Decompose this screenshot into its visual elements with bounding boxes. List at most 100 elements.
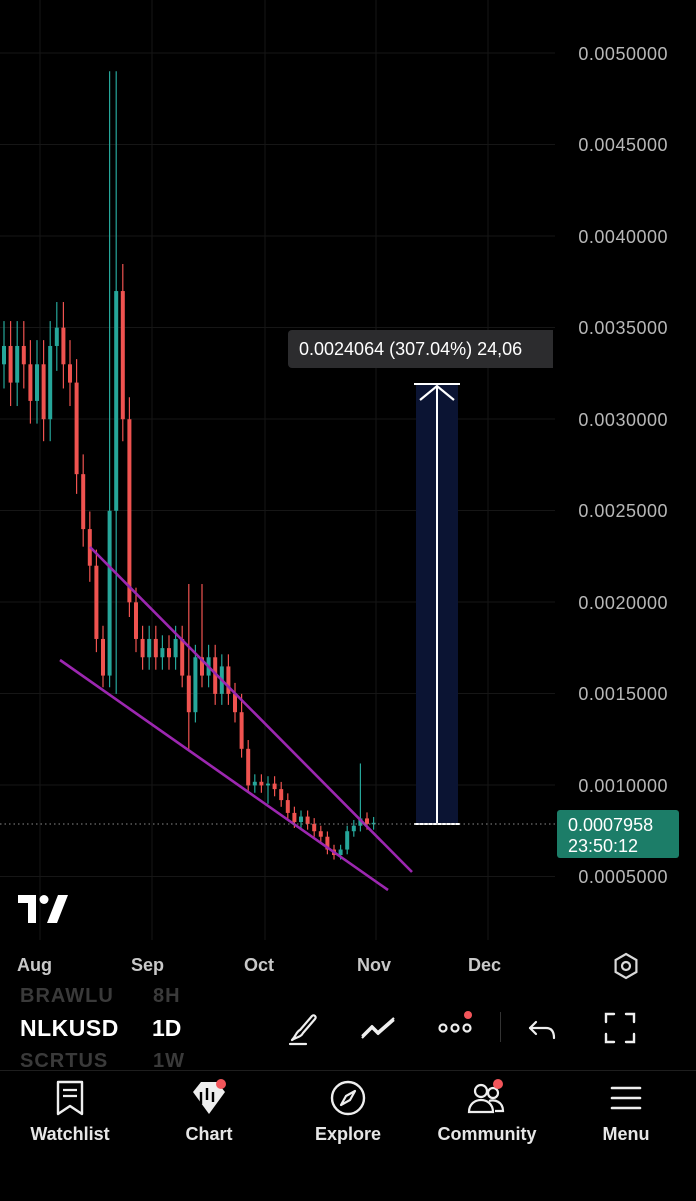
candle-body xyxy=(345,831,350,850)
price-axis-label: 0.0040000 xyxy=(578,227,668,247)
candle-body xyxy=(180,638,185,676)
candle-body xyxy=(233,693,237,713)
candle-body xyxy=(200,657,204,676)
nav-watchlist[interactable]: Watchlist xyxy=(5,1078,135,1145)
chart-icon xyxy=(193,1079,226,1114)
nav-explore[interactable]: Explore xyxy=(283,1078,413,1145)
candle-body xyxy=(266,783,270,786)
candle-body xyxy=(68,364,72,383)
date-axis-label: Oct xyxy=(244,955,275,975)
fullscreen-icon[interactable] xyxy=(600,1008,640,1048)
symbol-selector[interactable]: NLKUSD xyxy=(20,1015,119,1041)
price-axis-label: 0.0025000 xyxy=(578,501,668,521)
candle-body xyxy=(167,648,171,658)
nav-label: Explore xyxy=(314,1124,382,1144)
current-price: 0.0007958 xyxy=(568,815,654,835)
more-icon[interactable] xyxy=(435,1008,475,1048)
candle-body xyxy=(285,800,290,813)
candle-body xyxy=(305,816,310,824)
trendline-upper xyxy=(89,546,413,873)
candle-body xyxy=(15,345,20,383)
candle-body xyxy=(160,648,165,658)
chart-area[interactable]: 0.0050000 0.0045000 0.0040000 0.0035000 … xyxy=(0,0,696,990)
candle-body xyxy=(292,812,297,823)
drawings xyxy=(0,383,555,892)
price-axis-label: 0.0045000 xyxy=(578,135,668,155)
chart-settings-icon[interactable] xyxy=(612,952,640,980)
price-axis-label: 0.0020000 xyxy=(578,593,668,613)
candle-body xyxy=(2,345,6,365)
undo-icon[interactable] xyxy=(524,1008,564,1048)
ghost-symbol: BRAWLU xyxy=(20,985,114,1007)
price-chart[interactable] xyxy=(0,0,696,990)
candle-body xyxy=(226,666,231,694)
price-axis-label: 0.0035000 xyxy=(578,318,668,338)
indicators-icon[interactable] xyxy=(358,1008,398,1048)
candle-body xyxy=(81,474,86,530)
ghost-interval: 1W xyxy=(153,1050,185,1072)
current-price-badge: 0.0007958 23:50:12 xyxy=(557,810,679,858)
candle-body xyxy=(246,748,251,786)
candle-body xyxy=(21,345,26,365)
candle-body xyxy=(153,638,158,658)
candle-body xyxy=(325,836,330,850)
community-icon xyxy=(467,1079,505,1114)
candle-body xyxy=(28,364,33,401)
candle-body xyxy=(252,781,257,786)
candle-body xyxy=(94,565,99,639)
candle-body xyxy=(74,382,79,475)
nav-label: Menu xyxy=(602,1124,650,1144)
draw-brush-icon[interactable] xyxy=(284,1008,324,1048)
candles xyxy=(2,71,376,860)
candle-body xyxy=(8,345,13,383)
toolbar-divider xyxy=(500,1012,501,1042)
candle-body xyxy=(193,657,198,713)
measure-arrowhead xyxy=(419,384,455,401)
candle-body xyxy=(318,831,323,837)
explore-icon xyxy=(330,1080,366,1116)
price-axis-label: 0.0050000 xyxy=(578,44,668,64)
date-axis-label: Nov xyxy=(357,955,392,975)
candle-body xyxy=(48,345,53,420)
candle-body xyxy=(61,327,66,365)
candle-body xyxy=(173,638,178,658)
interval-selector[interactable]: 1D xyxy=(152,1015,182,1041)
candle-body xyxy=(134,602,138,639)
tradingview-logo-icon xyxy=(18,895,68,923)
chart-grid xyxy=(0,0,555,940)
bottom-navigation xyxy=(0,1070,696,1201)
price-axis-label: 0.0030000 xyxy=(578,410,668,430)
candle-body xyxy=(312,823,317,832)
nav-community[interactable]: Community xyxy=(422,1078,552,1145)
candle-body xyxy=(54,327,59,346)
candle-body xyxy=(279,789,284,801)
candle-body xyxy=(259,781,264,786)
trendline-lower xyxy=(59,658,389,892)
candle-body xyxy=(365,818,369,824)
nav-label: Community xyxy=(437,1124,537,1144)
candle-body xyxy=(272,783,277,790)
candle-body xyxy=(107,510,112,676)
candle-body xyxy=(120,291,125,420)
candle-body xyxy=(299,816,303,823)
nav-label: Chart xyxy=(185,1124,233,1144)
candle-body xyxy=(239,712,244,749)
candle-body xyxy=(114,291,119,511)
date-axis-label: Aug xyxy=(17,955,52,975)
ghost-symbol: SCRTUS xyxy=(20,1050,109,1072)
candle-body xyxy=(35,364,39,401)
candle-body xyxy=(186,675,191,713)
date-axis-label: Sep xyxy=(131,955,165,975)
watchlist-icon xyxy=(56,1080,84,1116)
candle-body xyxy=(351,825,356,832)
candle-body xyxy=(213,657,218,694)
nav-menu[interactable]: Menu xyxy=(561,1078,691,1145)
price-axis-label: 0.0015000 xyxy=(578,684,668,704)
candle-body xyxy=(127,419,132,603)
candle-body xyxy=(101,638,105,676)
price-axis-label: 0.0005000 xyxy=(578,867,668,887)
menu-icon xyxy=(610,1086,642,1110)
nav-chart[interactable]: Chart xyxy=(144,1078,274,1145)
candle-countdown: 23:50:12 xyxy=(568,836,639,856)
price-axis-label: 0.0010000 xyxy=(578,776,668,796)
